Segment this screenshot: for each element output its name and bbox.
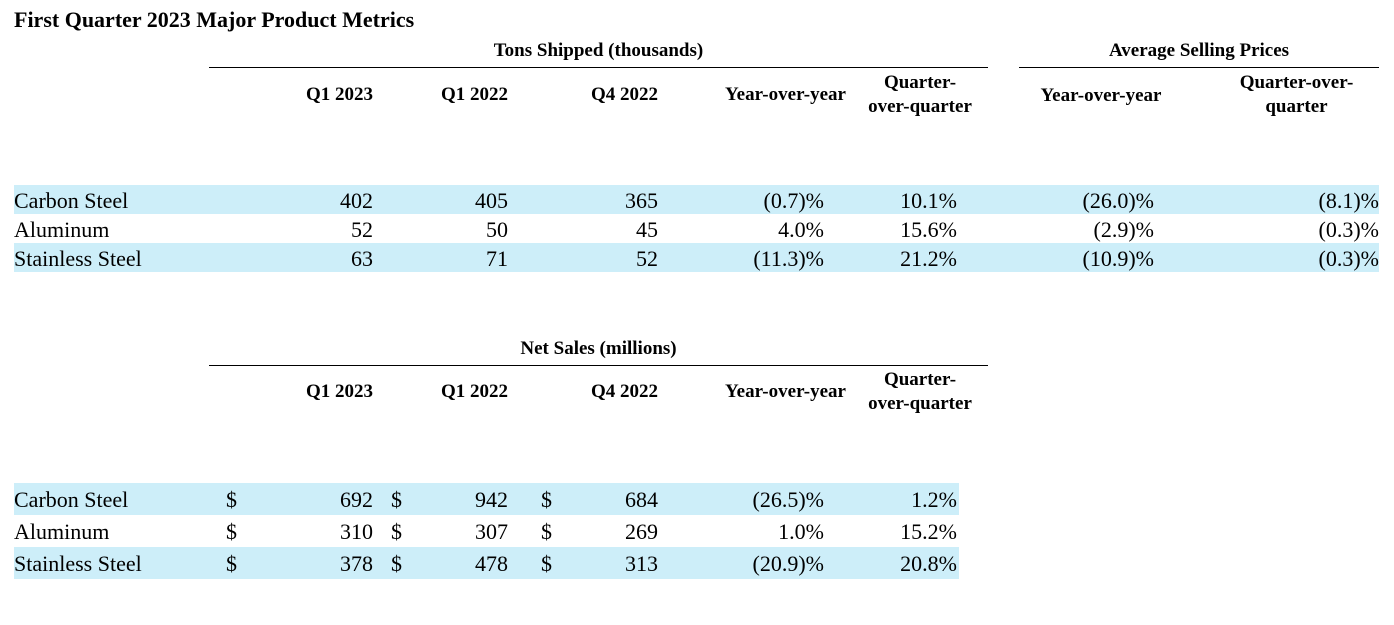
tons-q4-2022: 45 [636,217,658,242]
sales-q4-2022: 313 [625,551,658,576]
tons-yoy: 4.0% [778,217,824,242]
table-row: Carbon Steel 402 405 365 (0.7)% 10.1% (2… [0,185,1394,214]
sales-q1-2023: 310 [340,519,373,544]
row-band [14,185,1379,214]
sales-header-yoy: Year-over-year [725,381,846,402]
tons-yoy: (0.7)% [763,188,824,213]
tons-q1-2022: 405 [475,188,508,213]
tons-header-qoq: Quarter- over-quarter [852,71,988,119]
asp-header-qoq: Quarter-over- quarter [1214,71,1379,119]
tons-header-qoq-line2: over-quarter [868,96,972,117]
page-title: First Quarter 2023 Major Product Metrics [14,7,415,32]
tons-header-q1-2023: Q1 2023 [305,84,373,105]
row-band [14,483,959,515]
tons-header-q1-2022: Q1 2022 [440,84,508,105]
asp-header-qoq-line2: quarter [1265,96,1328,117]
tons-q4-2022: 52 [636,246,658,271]
asp-yoy: (26.0)% [1082,188,1154,213]
sales-q1-2022: 307 [475,519,508,544]
product-name: Carbon Steel [14,188,129,213]
asp-qoq: (0.3)% [1318,246,1379,271]
sales-group-rule [209,365,988,366]
asp-group-label: Average Selling Prices [1108,40,1290,61]
currency-symbol: $ [541,519,552,544]
sales-header-q1-2022: Q1 2022 [440,381,508,402]
sales-qoq: 1.2% [911,487,957,512]
asp-qoq: (0.3)% [1318,217,1379,242]
currency-symbol: $ [391,519,402,544]
tons-group-label: Tons Shipped (thousands) [493,40,704,61]
sales-q1-2023: 692 [340,487,373,512]
sales-yoy: (20.9)% [752,551,824,576]
currency-symbol: $ [226,551,237,576]
currency-symbol: $ [226,519,237,544]
tons-qoq: 10.1% [900,188,957,213]
tons-q1-2022: 71 [486,246,508,271]
asp-group-rule [1019,67,1379,68]
currency-symbol: $ [391,487,402,512]
sales-q1-2022: 478 [475,551,508,576]
product-name: Stainless Steel [14,551,142,576]
tons-header-yoy: Year-over-year [725,84,846,105]
sales-header-qoq-line2: over-quarter [868,393,972,414]
sales-yoy: (26.5)% [752,487,824,512]
tons-qoq: 21.2% [900,246,957,271]
table-row: Aluminum 52 50 45 4.0% 15.6% (2.9)% (0.3… [0,214,1394,243]
currency-symbol: $ [391,551,402,576]
product-name: Aluminum [14,519,110,544]
table-row: Stainless Steel $ 378 $ 478 $ 313 (20.9)… [0,547,1394,579]
tons-q1-2022: 50 [486,217,508,242]
sales-q4-2022: 684 [625,487,658,512]
sales-q4-2022: 269 [625,519,658,544]
product-name: Aluminum [14,217,110,242]
sales-header-q4-2022: Q4 2022 [590,381,658,402]
row-band [14,547,959,579]
sales-q1-2022: 942 [475,487,508,512]
sales-group-label: Net Sales (millions) [520,338,677,359]
sales-qoq: 20.8% [900,551,957,576]
sales-header-qoq: Quarter- over-quarter [852,368,988,416]
tons-q1-2023: 402 [340,188,373,213]
tons-qoq: 15.6% [900,217,957,242]
table-row: Stainless Steel 63 71 52 (11.3)% 21.2% (… [0,243,1394,272]
asp-qoq: (8.1)% [1318,188,1379,213]
table-row: Aluminum $ 310 $ 307 $ 269 1.0% 15.2% [0,515,1394,547]
tons-q1-2023: 52 [351,217,373,242]
currency-symbol: $ [226,487,237,512]
asp-header-qoq-line1: Quarter-over- [1239,72,1354,93]
row-band [14,243,1379,272]
sales-header-q1-2023: Q1 2023 [305,381,373,402]
asp-yoy: (2.9)% [1093,217,1154,242]
product-name: Carbon Steel [14,487,129,512]
sales-qoq: 15.2% [900,519,957,544]
tons-q4-2022: 365 [625,188,658,213]
sales-header-qoq-line1: Quarter- [883,369,957,390]
asp-yoy: (10.9)% [1082,246,1154,271]
tons-yoy: (11.3)% [753,246,824,271]
tons-q1-2023: 63 [351,246,373,271]
currency-symbol: $ [541,487,552,512]
product-name: Stainless Steel [14,246,142,271]
table-row: Carbon Steel $ 692 $ 942 $ 684 (26.5)% 1… [0,483,1394,515]
sales-yoy: 1.0% [778,519,824,544]
tons-group-rule [209,67,988,68]
tons-header-qoq-line1: Quarter- [883,72,957,93]
sales-q1-2023: 378 [340,551,373,576]
asp-header-yoy: Year-over-year [1040,85,1162,106]
tons-header-q4-2022: Q4 2022 [590,84,658,105]
currency-symbol: $ [541,551,552,576]
